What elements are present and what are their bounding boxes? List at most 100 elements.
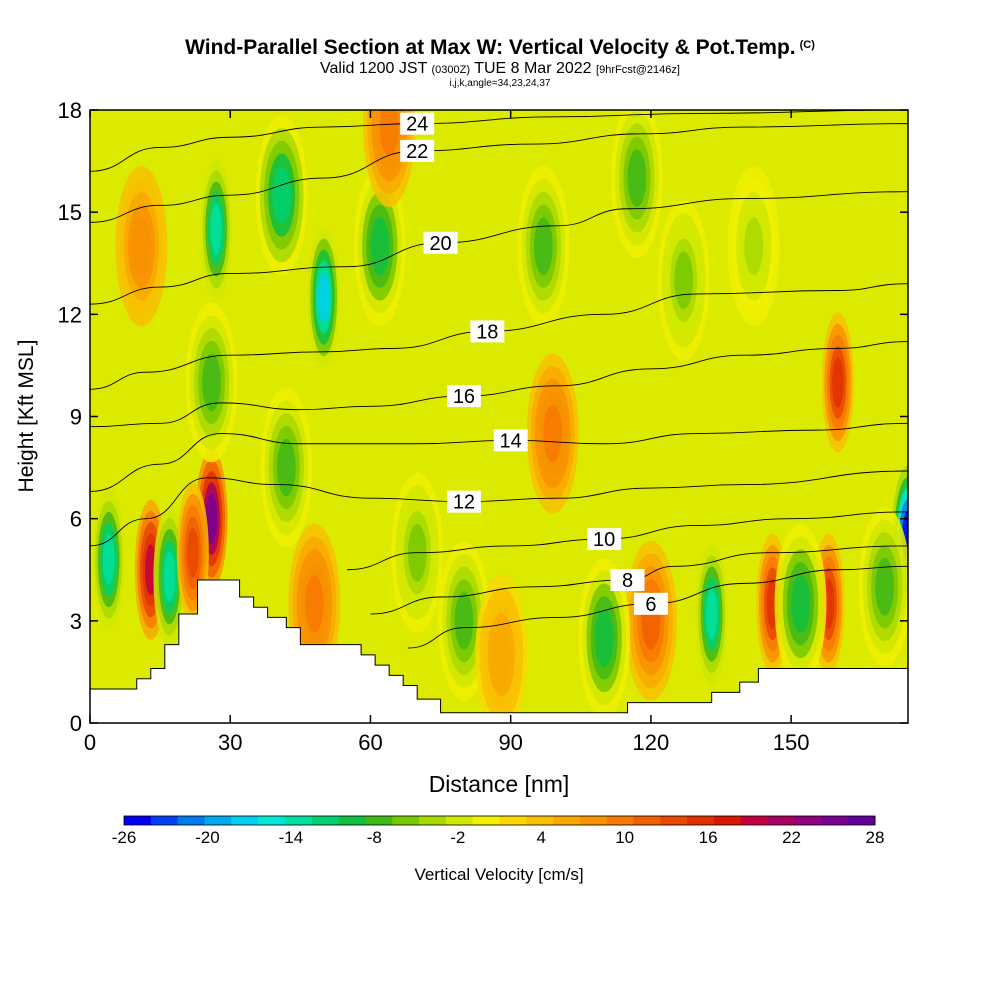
velocity-band <box>202 353 221 412</box>
terrain-layer <box>89 579 909 724</box>
colorbar-swatch <box>714 816 742 825</box>
velocity-band <box>305 575 324 633</box>
colorbar-tick-label: 22 <box>782 828 801 847</box>
y-tick-label: 18 <box>58 98 82 123</box>
velocity-band <box>163 551 176 602</box>
contour-label-bg <box>587 528 622 551</box>
x-tick-label: 0 <box>84 730 96 755</box>
velocity-band <box>875 557 894 616</box>
theta-contour-label: 22 <box>406 141 428 163</box>
colorbar-tick-label: 4 <box>536 828 545 847</box>
plot-area: 68 10 12 14 16 18 20 22 24 <box>89 109 909 724</box>
velocity-cell <box>821 312 854 453</box>
velocity-cell <box>153 506 186 647</box>
y-tick-label: 0 <box>70 711 82 736</box>
colorbar-swatch <box>124 816 152 825</box>
colorbar-swatch <box>633 816 661 825</box>
chart-title-main: Wind-Parallel Section at Max W: Vertical… <box>185 36 796 59</box>
colorbar-swatch <box>687 816 715 825</box>
terrain-profile <box>89 579 909 724</box>
theta-contour-label: 14 <box>500 430 522 452</box>
velocity-band <box>132 217 151 276</box>
theta-contour-label: 18 <box>476 321 498 343</box>
colorbar-swatch <box>740 816 769 825</box>
theta-contour-line <box>90 123 908 223</box>
colorbar-swatch <box>365 816 393 825</box>
theta-contour-line <box>90 422 908 492</box>
velocity-band <box>272 166 292 224</box>
contour-label-bg <box>400 139 435 162</box>
velocity-cell <box>517 166 570 327</box>
x-tick-label: 150 <box>773 730 810 755</box>
velocity-cell <box>610 110 663 259</box>
velocity-cell <box>115 166 168 327</box>
y-axis: 0 3 6 9 12 15 18 <box>58 98 908 736</box>
velocity-cell <box>727 166 780 327</box>
velocity-field <box>92 110 908 723</box>
velocity-band <box>317 272 330 323</box>
velocity-band <box>832 357 844 408</box>
x-axis: 0 30 60 90 120 150 <box>84 110 810 755</box>
velocity-cell <box>353 166 406 327</box>
velocity-cell <box>578 557 631 718</box>
colorbar: -26 -20 -14 -8 -2 4 10 16 22 28 <box>112 815 884 847</box>
contour-label-bg <box>470 320 505 343</box>
colorbar-swatch <box>499 816 527 825</box>
velocity-cell <box>288 523 341 684</box>
velocity-band <box>543 404 563 463</box>
theta-contours: 68 10 12 14 16 18 20 22 24 <box>90 110 908 649</box>
velocity-band <box>491 626 511 684</box>
forecast-info: [9hrFcst@2146z] <box>596 64 680 76</box>
velocity-cell <box>695 544 728 685</box>
contour-label-bg <box>610 568 645 591</box>
theta-contour-label: 12 <box>453 492 475 514</box>
colorbar-swatch <box>419 816 447 825</box>
colorbar-swatch <box>821 816 849 825</box>
theta-contour-label: 10 <box>593 529 615 551</box>
velocity-band <box>187 527 199 578</box>
colorbar-swatch <box>150 816 179 825</box>
colorbar-tick-label: -8 <box>367 828 382 847</box>
colorbar-tick-label: 16 <box>699 828 718 847</box>
velocity-cell <box>185 302 238 463</box>
colorbar-swatch <box>311 816 340 825</box>
theta-contour-line <box>90 191 908 305</box>
theta-contour-line <box>90 283 908 390</box>
velocity-band <box>791 575 810 633</box>
theta-contour-label: 6 <box>645 594 656 616</box>
colorbar-tick-label: -20 <box>195 828 220 847</box>
velocity-band <box>205 493 218 544</box>
grid-params: i,j,k,angle=34,23,24,37 <box>449 78 551 89</box>
x-tick-label: 30 <box>218 730 242 755</box>
y-tick-label: 15 <box>58 200 82 225</box>
colorbar-swatch <box>794 816 822 825</box>
y-tick-label: 3 <box>70 609 82 634</box>
velocity-cell <box>774 523 827 684</box>
velocity-cell <box>437 540 490 701</box>
colorbar-swatch <box>392 816 420 825</box>
chart-title: Wind-Parallel Section at Max W: Vertical… <box>0 36 1000 60</box>
colorbar-frame <box>123 815 876 826</box>
colorbar-swatch <box>204 816 232 825</box>
velocity-band <box>379 110 399 156</box>
chart-subtitle: Valid 1200 JST (0300Z) TUE 8 Mar 2022 [9… <box>0 60 1000 78</box>
colorbar-swatch <box>258 816 286 825</box>
valid-time-utc: (0300Z) <box>431 64 471 76</box>
velocity-band <box>594 609 614 667</box>
velocity-band <box>705 588 718 640</box>
colorbar-swatch <box>177 816 205 825</box>
x-axis-label: Distance [nm] <box>429 771 570 797</box>
colorbar-swatch <box>848 816 876 825</box>
copyright-mark: (C) <box>799 39 815 51</box>
colorbar-swatch <box>284 816 313 825</box>
colorbar-tick-label: -14 <box>279 828 304 847</box>
x-tick-label: 90 <box>498 730 522 755</box>
velocity-band <box>276 438 296 497</box>
theta-contour-label: 16 <box>453 386 475 408</box>
velocity-cell <box>475 574 528 723</box>
theta-contour-label: 8 <box>622 570 633 592</box>
velocity-band <box>454 592 474 650</box>
valid-date: TUE 8 Mar 2022 <box>474 60 592 77</box>
colorbar-swatch <box>606 816 635 825</box>
